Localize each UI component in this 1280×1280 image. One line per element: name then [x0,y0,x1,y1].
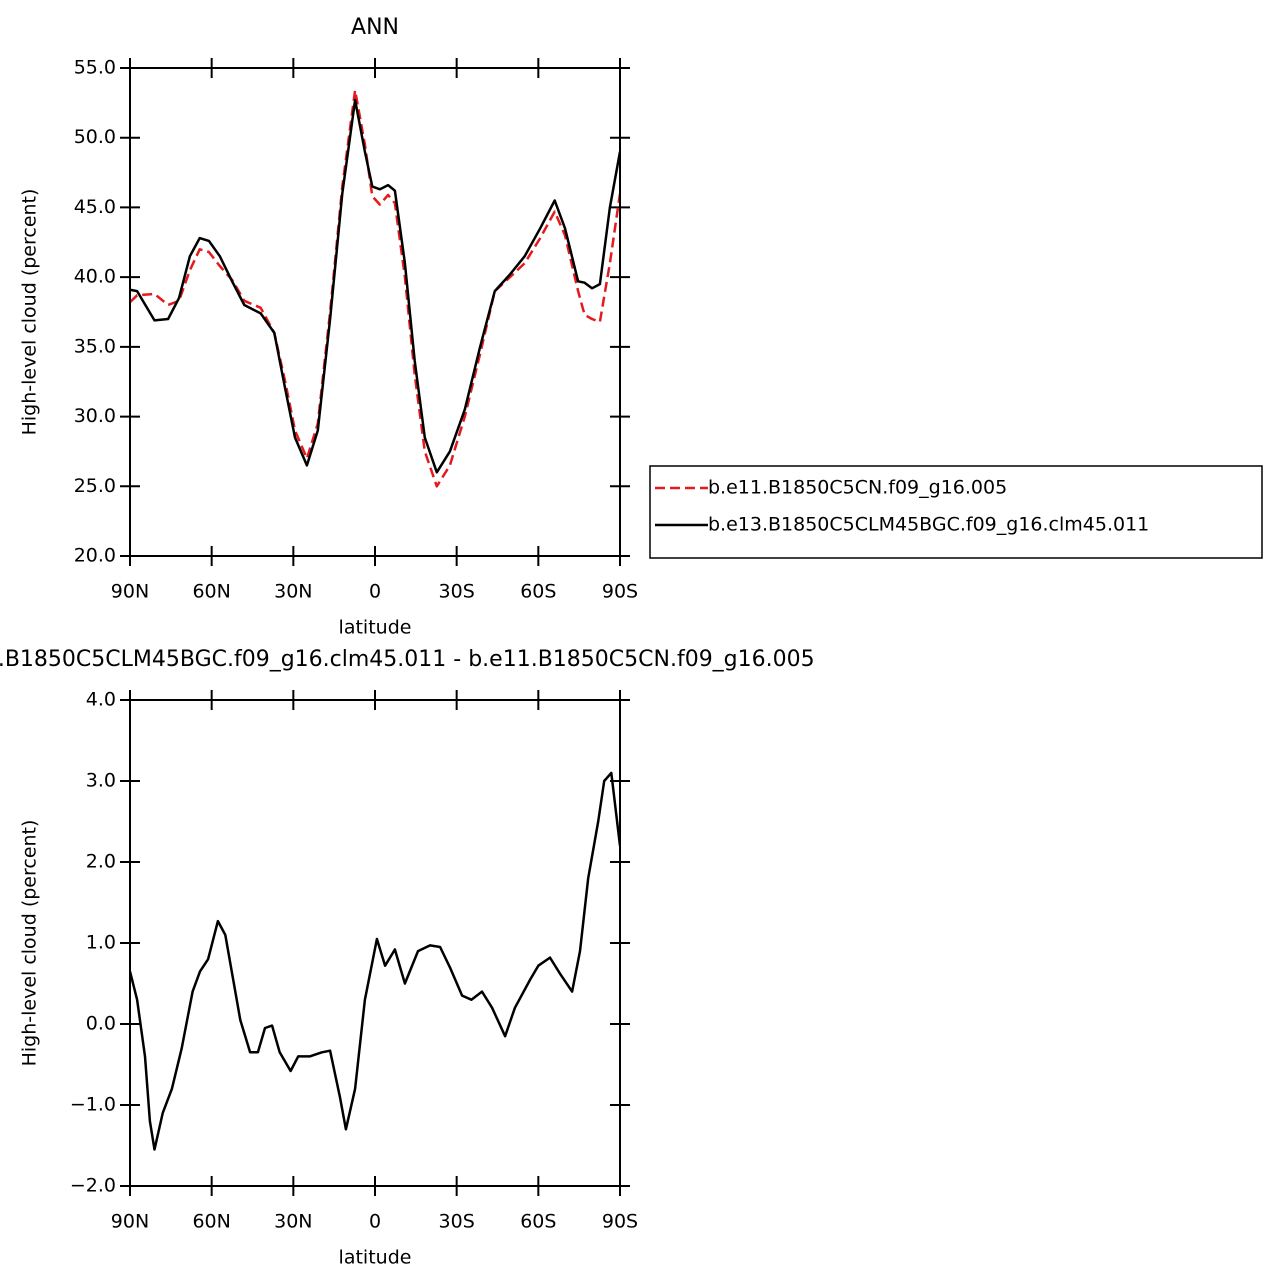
y-tick-label: −2.0 [70,1175,116,1197]
legend-label: b.e13.B1850C5CLM45BGC.f09_g16.clm45.011 [708,514,1149,536]
y-tick-label: −1.0 [70,1094,116,1116]
x-tick-label: 60N [192,1211,230,1233]
y-tick-label: 4.0 [86,689,116,711]
y-tick-label: 30.0 [74,405,116,427]
y-tick-label: 2.0 [86,851,116,873]
plot-frame [129,699,621,1187]
y-tick-label: 50.0 [74,126,116,148]
data-line [130,771,620,1151]
x-tick-label: 60S [520,581,556,603]
y-tick-label: 3.0 [86,770,116,792]
x-tick-label: 30S [439,581,475,603]
x-tick-label: 90S [602,1211,638,1233]
y-tick-label: 45.0 [74,196,116,218]
chart-title: ANN [351,15,399,40]
x-tick-label: 90N [111,1211,149,1233]
x-tick-label: 60N [192,581,230,603]
data-line [130,98,620,474]
y-tick-label: 35.0 [74,335,116,357]
y-tick-label: 1.0 [86,932,116,954]
chart-title: b.e13.B1850C5CLM45BGC.f09_g16.clm45.011 … [0,647,815,672]
x-tick-label: 0 [369,1211,381,1233]
x-axis-label: latitude [339,1247,412,1269]
x-axis-label: latitude [339,617,412,639]
plot-frame [129,67,621,557]
y-tick-label: 40.0 [74,266,116,288]
x-tick-label: 30S [439,1211,475,1233]
data-line [130,89,620,488]
x-tick-label: 90N [111,581,149,603]
y-tick-label: 0.0 [86,1013,116,1035]
legend-label: b.e11.B1850C5CN.f09_g16.005 [708,477,1007,499]
y-axis-label: High-level cloud (percent) [19,820,41,1067]
x-tick-label: 30N [274,1211,312,1233]
y-tick-label: 55.0 [74,57,116,79]
legend-box [649,465,1263,559]
x-tick-label: 30N [274,581,312,603]
x-tick-label: 90S [602,581,638,603]
y-axis-label: High-level cloud (percent) [19,189,41,436]
y-tick-label: 25.0 [74,475,116,497]
y-tick-label: 20.0 [74,545,116,567]
x-tick-label: 0 [369,581,381,603]
x-tick-label: 60S [520,1211,556,1233]
